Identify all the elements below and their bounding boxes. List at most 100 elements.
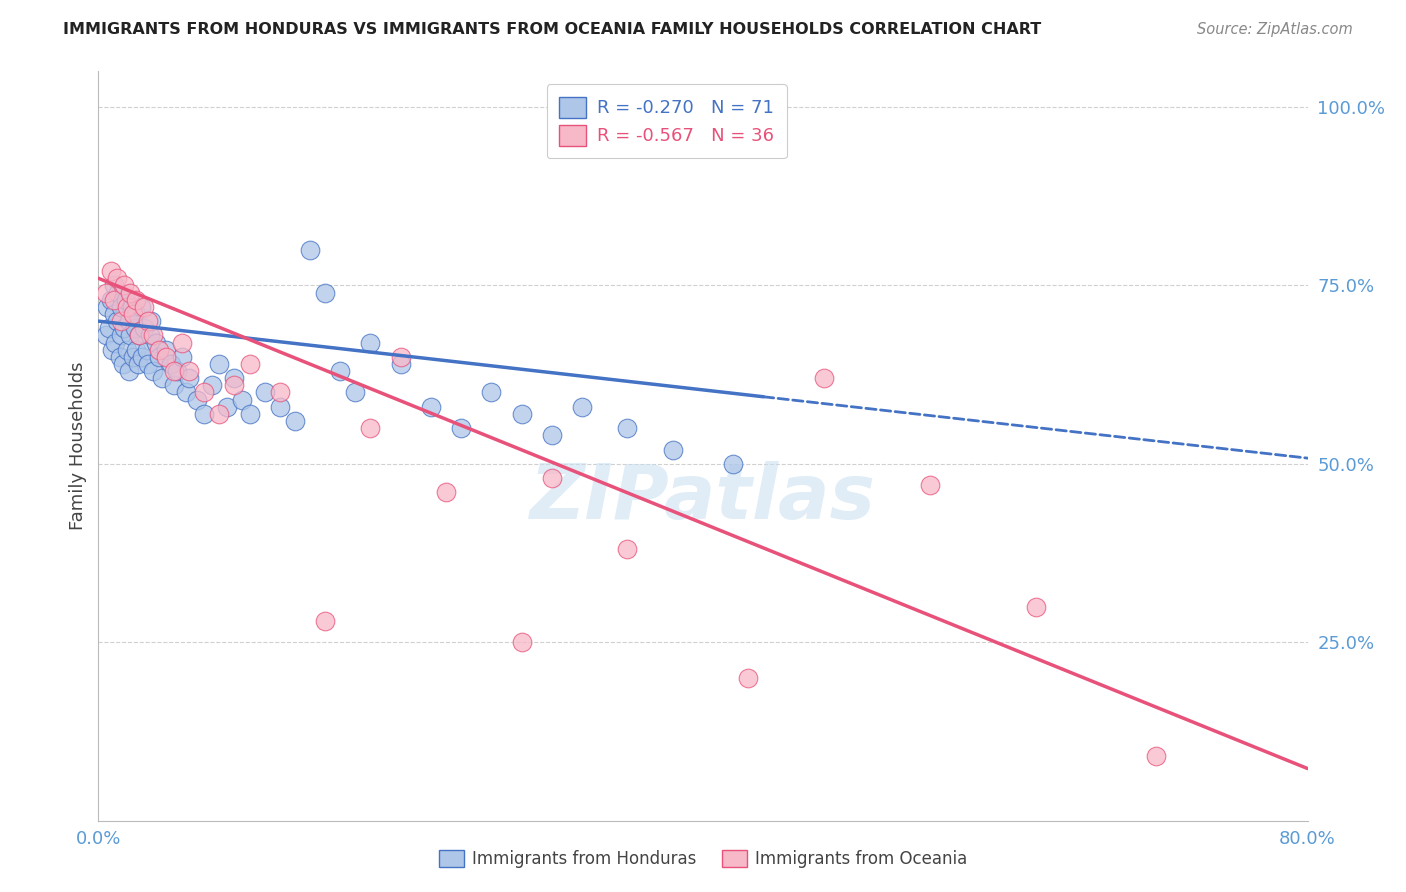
Point: [100, 293, 122, 307]
Point: [120, 285, 142, 300]
Point: [193, 407, 215, 421]
Point: [136, 357, 159, 371]
Point: [150, 371, 173, 385]
Point: [112, 278, 135, 293]
Point: [314, 285, 336, 300]
Point: [135, 343, 157, 357]
Point: [723, 457, 745, 471]
Point: [132, 321, 155, 335]
Point: [174, 385, 197, 400]
Point: [481, 385, 503, 400]
Legend: Immigrants from Honduras, Immigrants from Oceania: Immigrants from Honduras, Immigrants fro…: [432, 843, 974, 875]
Point: [155, 343, 177, 357]
Point: [115, 300, 138, 314]
Point: [110, 300, 132, 314]
Point: [120, 328, 142, 343]
Point: [136, 314, 159, 328]
Point: [540, 471, 562, 485]
Point: [125, 343, 148, 357]
Point: [105, 314, 128, 328]
Point: [124, 321, 146, 335]
Point: [141, 314, 163, 328]
Point: [160, 357, 183, 371]
Point: [186, 392, 208, 407]
Point: [737, 671, 759, 685]
Point: [122, 350, 145, 364]
Point: [100, 264, 122, 278]
Y-axis label: Family Households: Family Households: [69, 362, 87, 530]
Point: [661, 442, 683, 457]
Point: [131, 350, 153, 364]
Point: [450, 421, 472, 435]
Point: [329, 364, 352, 378]
Point: [179, 371, 201, 385]
Point: [510, 407, 533, 421]
Point: [510, 635, 533, 649]
Point: [179, 364, 201, 378]
Point: [132, 300, 155, 314]
Point: [571, 400, 593, 414]
Point: [94, 328, 117, 343]
Point: [239, 357, 262, 371]
Point: [112, 321, 135, 335]
Point: [201, 378, 224, 392]
Point: [155, 350, 177, 364]
Point: [208, 357, 231, 371]
Point: [125, 293, 148, 307]
Text: IMMIGRANTS FROM HONDURAS VS IMMIGRANTS FROM OCEANIA FAMILY HOUSEHOLDS CORRELATIO: IMMIGRANTS FROM HONDURAS VS IMMIGRANTS F…: [63, 22, 1042, 37]
Point: [148, 350, 170, 364]
Point: [103, 293, 125, 307]
Point: [420, 400, 443, 414]
Point: [918, 478, 941, 492]
Point: [139, 328, 162, 343]
Text: ZIPatlas: ZIPatlas: [530, 461, 876, 535]
Point: [224, 378, 246, 392]
Point: [94, 285, 117, 300]
Point: [269, 400, 291, 414]
Point: [108, 350, 131, 364]
Point: [111, 357, 134, 371]
Point: [389, 357, 412, 371]
Point: [114, 293, 136, 307]
Point: [103, 278, 125, 293]
Point: [104, 335, 127, 350]
Point: [1024, 599, 1046, 614]
Point: [128, 328, 150, 343]
Point: [389, 350, 412, 364]
Point: [148, 343, 170, 357]
Point: [142, 328, 165, 343]
Point: [105, 271, 128, 285]
Point: [231, 392, 253, 407]
Point: [360, 421, 382, 435]
Point: [145, 335, 167, 350]
Point: [215, 400, 238, 414]
Point: [344, 385, 367, 400]
Point: [360, 335, 382, 350]
Point: [208, 407, 231, 421]
Point: [103, 307, 125, 321]
Point: [170, 335, 193, 350]
Point: [110, 314, 132, 328]
Legend: R = -0.270   N = 71, R = -0.567   N = 36: R = -0.270 N = 71, R = -0.567 N = 36: [547, 84, 787, 159]
Point: [163, 378, 186, 392]
Point: [96, 300, 118, 314]
Point: [299, 243, 322, 257]
Point: [1144, 749, 1167, 764]
Point: [616, 421, 638, 435]
Point: [110, 328, 132, 343]
Point: [813, 371, 835, 385]
Point: [128, 328, 150, 343]
Point: [224, 371, 246, 385]
Point: [170, 350, 193, 364]
Point: [540, 428, 562, 442]
Point: [115, 343, 138, 357]
Point: [239, 407, 262, 421]
Point: [434, 485, 457, 500]
Point: [129, 300, 152, 314]
Point: [269, 385, 291, 400]
Point: [253, 385, 276, 400]
Point: [118, 364, 141, 378]
Point: [314, 614, 336, 628]
Point: [127, 357, 149, 371]
Point: [142, 364, 165, 378]
